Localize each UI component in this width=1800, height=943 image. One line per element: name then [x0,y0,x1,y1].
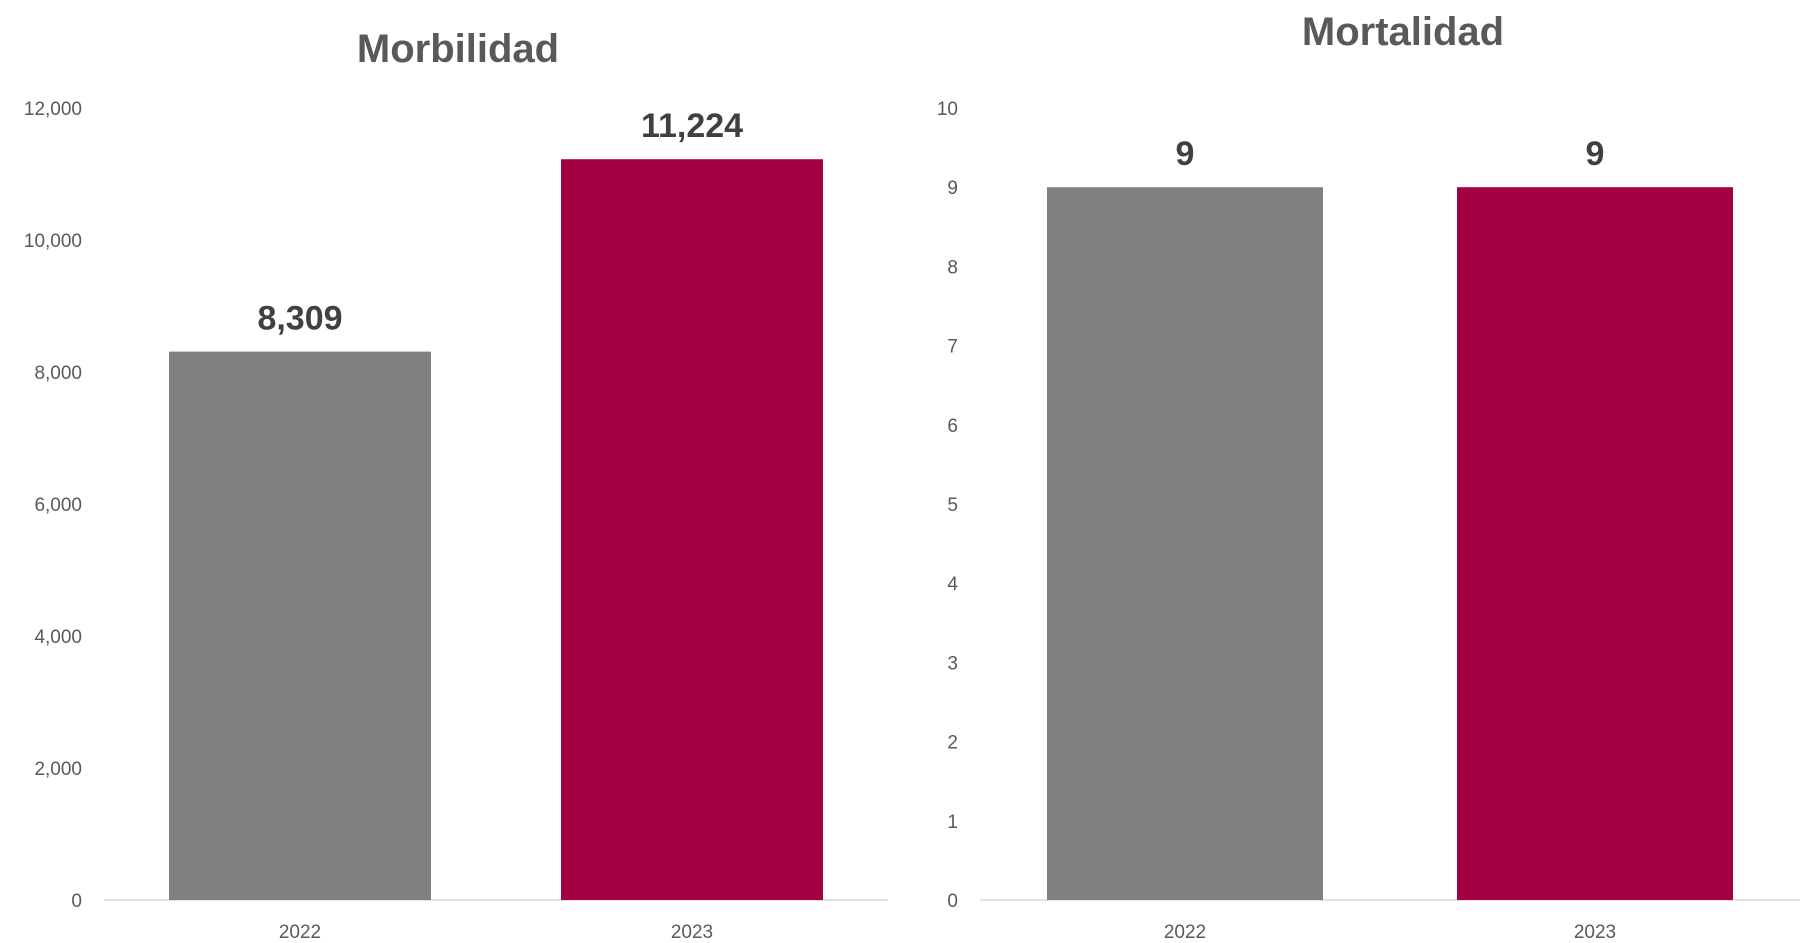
mortalidad-data-label: 9 [1176,135,1195,173]
morbilidad-ytick-label: 0 [71,891,82,912]
morbilidad-bar-2022 [169,351,431,901]
morbilidad-chart: Morbilidad 0 2,000 4,000 6,000 8,000 10,000 12… [24,27,888,943]
mortalidad-ytick-label: 10 [937,99,958,120]
morbilidad-data-label: 11,224 [641,107,743,145]
morbilidad-ytick-label: 8,000 [34,363,82,384]
mortalidad-ytick-label: 4 [947,574,958,595]
morbilidad-ytick-label: 6,000 [34,495,82,516]
morbilidad-chart-title: Morbilidad [357,27,559,71]
morbilidad-ytick-label: 12,000 [24,99,82,120]
morbilidad-ytick-label: 10,000 [24,231,82,252]
mortalidad-ytick-label: 8 [947,257,958,278]
mortalidad-ytick-label: 9 [947,178,958,199]
mortalidad-bar-2023 [1457,187,1733,900]
mortalidad-bar-2022 [1047,187,1323,900]
mortalidad-chart: Mortalidad 0 1 2 3 4 5 6 7 8 9 10 9 2022 9 2023 [937,10,1800,943]
mortalidad-category-label: 2023 [1574,922,1616,943]
mortalidad-ytick-label: 0 [947,891,958,912]
morbilidad-category-label: 2023 [671,922,713,943]
morbilidad-ytick-label: 2,000 [34,759,82,780]
mortalidad-category-label: 2022 [1164,922,1206,943]
mortalidad-ytick-label: 7 [947,337,958,358]
mortalidad-chart-title: Mortalidad [1302,10,1504,54]
morbilidad-category-label: 2022 [279,922,321,943]
morbilidad-bar-2023 [561,159,823,900]
mortalidad-ytick-label: 2 [947,733,958,754]
mortalidad-data-label: 9 [1586,135,1605,173]
mortalidad-ytick-label: 3 [947,653,958,674]
mortalidad-ytick-label: 5 [947,495,958,516]
mortalidad-ytick-label: 1 [947,812,958,833]
mortalidad-ytick-label: 6 [947,416,958,437]
morbilidad-ytick-label: 4,000 [34,627,82,648]
morbilidad-data-label: 8,309 [257,300,342,338]
